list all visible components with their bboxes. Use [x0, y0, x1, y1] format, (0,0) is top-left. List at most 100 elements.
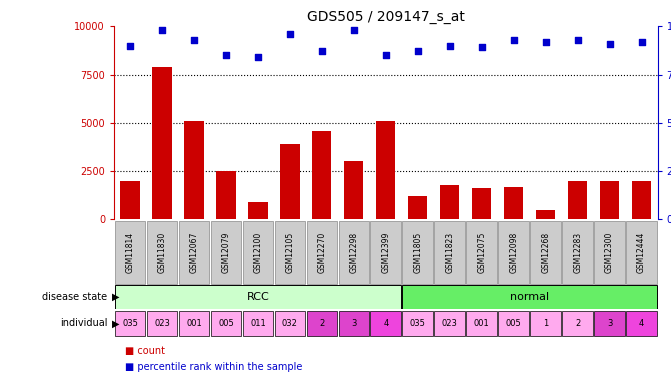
Bar: [504, 186, 523, 219]
Point: [413, 48, 423, 54]
Point: [636, 39, 647, 45]
Bar: [536, 210, 556, 219]
Bar: [178, 220, 209, 284]
Text: ■ percentile rank within the sample: ■ percentile rank within the sample: [125, 363, 303, 372]
Point: [189, 37, 199, 43]
Bar: [408, 196, 427, 219]
Text: GSM12270: GSM12270: [317, 231, 326, 273]
Bar: [307, 311, 338, 336]
Bar: [376, 121, 395, 219]
Bar: [499, 311, 529, 336]
Text: GSM12105: GSM12105: [285, 231, 295, 273]
Text: 005: 005: [506, 319, 521, 328]
Text: GSM12399: GSM12399: [381, 231, 391, 273]
Point: [221, 52, 231, 58]
Text: 001: 001: [186, 319, 202, 328]
Text: ▶: ▶: [112, 292, 119, 302]
Point: [444, 42, 455, 48]
Text: GSM11805: GSM11805: [413, 231, 422, 273]
Point: [476, 45, 487, 51]
Bar: [147, 311, 177, 336]
Text: 3: 3: [607, 319, 613, 328]
Bar: [600, 181, 619, 219]
Text: GSM12300: GSM12300: [605, 231, 614, 273]
Bar: [434, 311, 465, 336]
Text: 4: 4: [383, 319, 389, 328]
Bar: [562, 220, 593, 284]
Bar: [115, 311, 146, 336]
Bar: [626, 220, 657, 284]
Bar: [152, 67, 172, 219]
Point: [156, 27, 167, 33]
Bar: [562, 311, 593, 336]
Text: individual: individual: [60, 318, 107, 328]
Bar: [530, 311, 561, 336]
Point: [509, 37, 519, 43]
Bar: [530, 220, 561, 284]
Bar: [307, 220, 338, 284]
Text: GSM12098: GSM12098: [509, 231, 518, 273]
Bar: [115, 285, 401, 309]
Text: normal: normal: [510, 292, 550, 302]
Text: GSM12298: GSM12298: [350, 232, 358, 273]
Text: ■ count: ■ count: [125, 346, 165, 355]
Bar: [338, 311, 369, 336]
Text: 005: 005: [218, 319, 234, 328]
Text: 4: 4: [639, 319, 644, 328]
Text: GSM12079: GSM12079: [221, 231, 230, 273]
Bar: [115, 220, 146, 284]
Bar: [440, 184, 460, 219]
Text: 023: 023: [154, 319, 170, 328]
Text: GSM12283: GSM12283: [573, 232, 582, 273]
Point: [572, 37, 583, 43]
Bar: [312, 130, 331, 219]
Text: 3: 3: [351, 319, 356, 328]
Bar: [466, 220, 497, 284]
Text: 023: 023: [442, 319, 458, 328]
Text: GSM11830: GSM11830: [158, 231, 166, 273]
Bar: [178, 311, 209, 336]
Bar: [211, 220, 242, 284]
Bar: [243, 220, 273, 284]
Bar: [370, 311, 401, 336]
Text: 1: 1: [543, 319, 548, 328]
Bar: [216, 171, 236, 219]
Text: 035: 035: [410, 319, 425, 328]
Point: [540, 39, 551, 45]
Bar: [344, 161, 364, 219]
Bar: [338, 220, 369, 284]
Point: [285, 31, 295, 37]
Point: [317, 48, 327, 54]
Bar: [632, 181, 651, 219]
Text: 2: 2: [319, 319, 325, 328]
Bar: [211, 311, 242, 336]
Bar: [595, 220, 625, 284]
Bar: [403, 311, 433, 336]
Bar: [280, 144, 299, 219]
Text: ▶: ▶: [112, 318, 119, 328]
Text: 032: 032: [282, 319, 298, 328]
Bar: [185, 121, 203, 219]
Bar: [434, 220, 465, 284]
Text: GSM12444: GSM12444: [637, 231, 646, 273]
Text: GSM11823: GSM11823: [446, 232, 454, 273]
Bar: [121, 181, 140, 219]
Bar: [248, 202, 268, 219]
Text: 2: 2: [575, 319, 580, 328]
Point: [252, 54, 263, 60]
Bar: [274, 220, 305, 284]
Point: [125, 42, 136, 48]
Title: GDS505 / 209147_s_at: GDS505 / 209147_s_at: [307, 10, 465, 24]
Text: GSM12067: GSM12067: [189, 231, 199, 273]
Text: RCC: RCC: [246, 292, 269, 302]
Bar: [243, 311, 273, 336]
Bar: [466, 311, 497, 336]
Point: [605, 40, 615, 46]
Text: GSM12268: GSM12268: [541, 232, 550, 273]
Text: GSM11814: GSM11814: [125, 232, 135, 273]
Bar: [568, 181, 587, 219]
Bar: [403, 220, 433, 284]
Text: 011: 011: [250, 319, 266, 328]
Point: [348, 27, 359, 33]
Bar: [595, 311, 625, 336]
